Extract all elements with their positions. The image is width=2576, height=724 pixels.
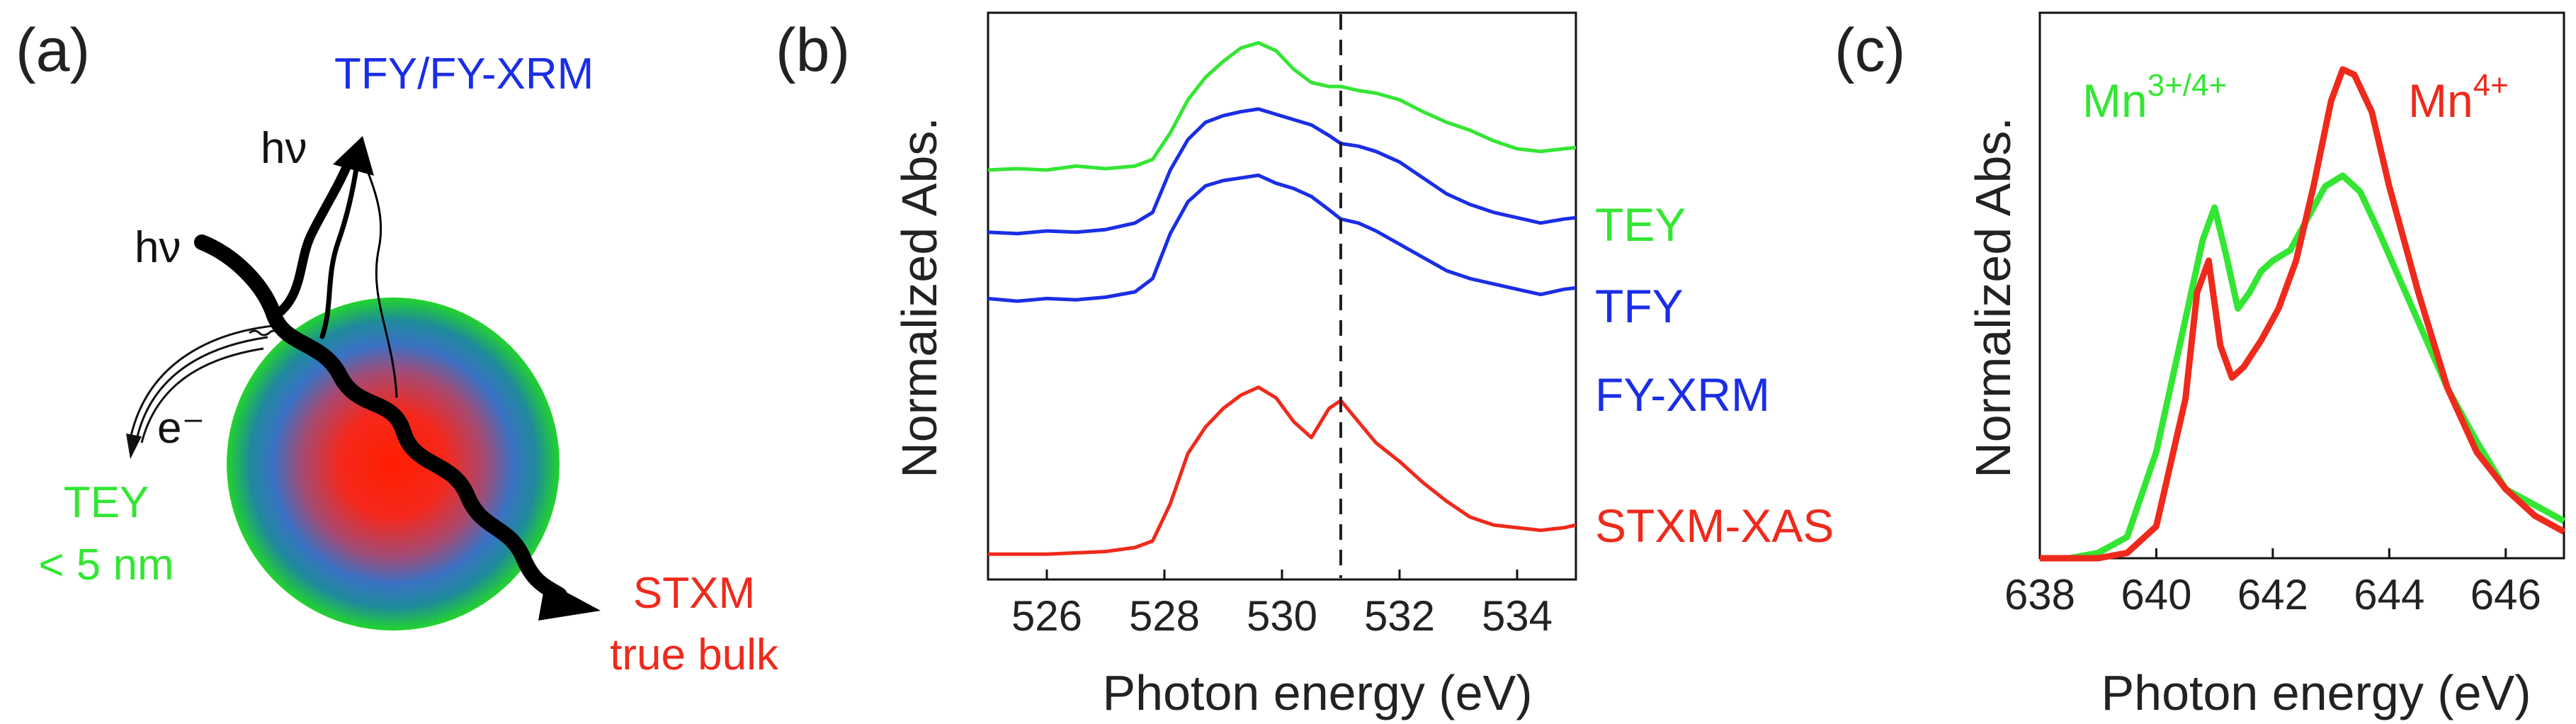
hv-top-label: hν [261,124,307,173]
panel-b-series [987,40,1577,556]
panel-c-xlabel: Photon energy (eV) [2101,665,2531,720]
stxm-sub-label: true bulk [610,630,779,679]
particle-sphere [227,298,560,630]
x-tick-label: 532 [1364,592,1435,640]
mn4-base: Mn [2408,74,2473,127]
series-line-fy-xrm [987,173,1577,303]
electron-path-line [130,324,273,436]
x-tick-label: 534 [1482,592,1553,640]
panel-a-label: (a) [16,16,90,84]
electron-path-line [140,347,264,443]
mn34-base: Mn [2082,74,2147,127]
x-tick-label: 646 [2470,571,2541,618]
electron-arrowhead [126,434,142,459]
electron-label: e⁻ [157,404,205,453]
panel-c-ticks: 638 640 642 644 646 [2004,548,2541,618]
panel-c-series [2040,66,2566,562]
fluorescence-arrowhead [333,136,374,176]
panel-c: (c) Normalized Abs. Photon energy (eV) 6… [1834,11,2566,720]
panel-b-label: (b) [776,16,850,84]
x-tick-label: 640 [2121,571,2191,618]
series-line-mn4- [2040,66,2566,562]
tey-depth-label: < 5 nm [38,541,174,589]
hv-left-label: hν [135,223,181,272]
series-label-fy-xrm: FY-XRM [1595,368,1770,421]
series-label-tey: TEY [1595,198,1686,251]
electron-path-line [135,336,268,440]
series-label-stxm-xas: STXM-XAS [1595,499,1834,552]
panel-b: (b) Normalized Abs. Photon energy (eV) 5… [776,11,1834,720]
x-tick-label: 644 [2354,571,2424,618]
tey-label: TEY [64,478,149,527]
tfy-fy-xrm-label: TFY/FY-XRM [334,50,594,98]
panel-b-ticks: 526 528 530 532 534 [1011,570,1553,640]
fluorescence-beam-medium [319,157,361,339]
series-line-tey [987,40,1577,172]
fluorescence-beam-thin [361,156,398,398]
x-tick-label: 638 [2004,571,2075,618]
x-tick-label: 530 [1247,592,1317,640]
incident-beam [194,234,567,603]
panel-c-label: (c) [1834,16,1905,84]
x-tick-label: 526 [1011,592,1082,640]
panel-c-plot-frame [2038,11,2565,560]
series-label-tfy: TFY [1595,280,1684,332]
panel-b-plot-frame [987,11,1577,581]
panel-b-xlabel: Photon energy (eV) [1102,665,1532,720]
series-label-mn34: Mn3+/4+ [2082,68,2227,127]
fluorescence-beam-thick [268,152,356,322]
series-line-tfy [987,107,1577,236]
electron-squiggle [249,329,280,336]
mn34-superscript: 3+/4+ [2147,68,2228,103]
series-line-stxm-xas [988,385,1577,556]
stxm-label: STXM [633,569,755,618]
mn4-superscript: 4+ [2473,68,2509,103]
beam-arrowhead [538,581,601,621]
series-label-mn4: Mn4+ [2408,68,2509,127]
panel-a: (a) hν hν TFY/FY-XRM e⁻ TEY < 5 nm STXM … [16,16,779,679]
x-tick-label: 642 [2237,571,2308,618]
panel-b-ylabel: Normalized Abs. [892,117,947,478]
panel-c-ylabel: Normalized Abs. [1965,117,2021,478]
x-tick-label: 528 [1129,592,1200,640]
